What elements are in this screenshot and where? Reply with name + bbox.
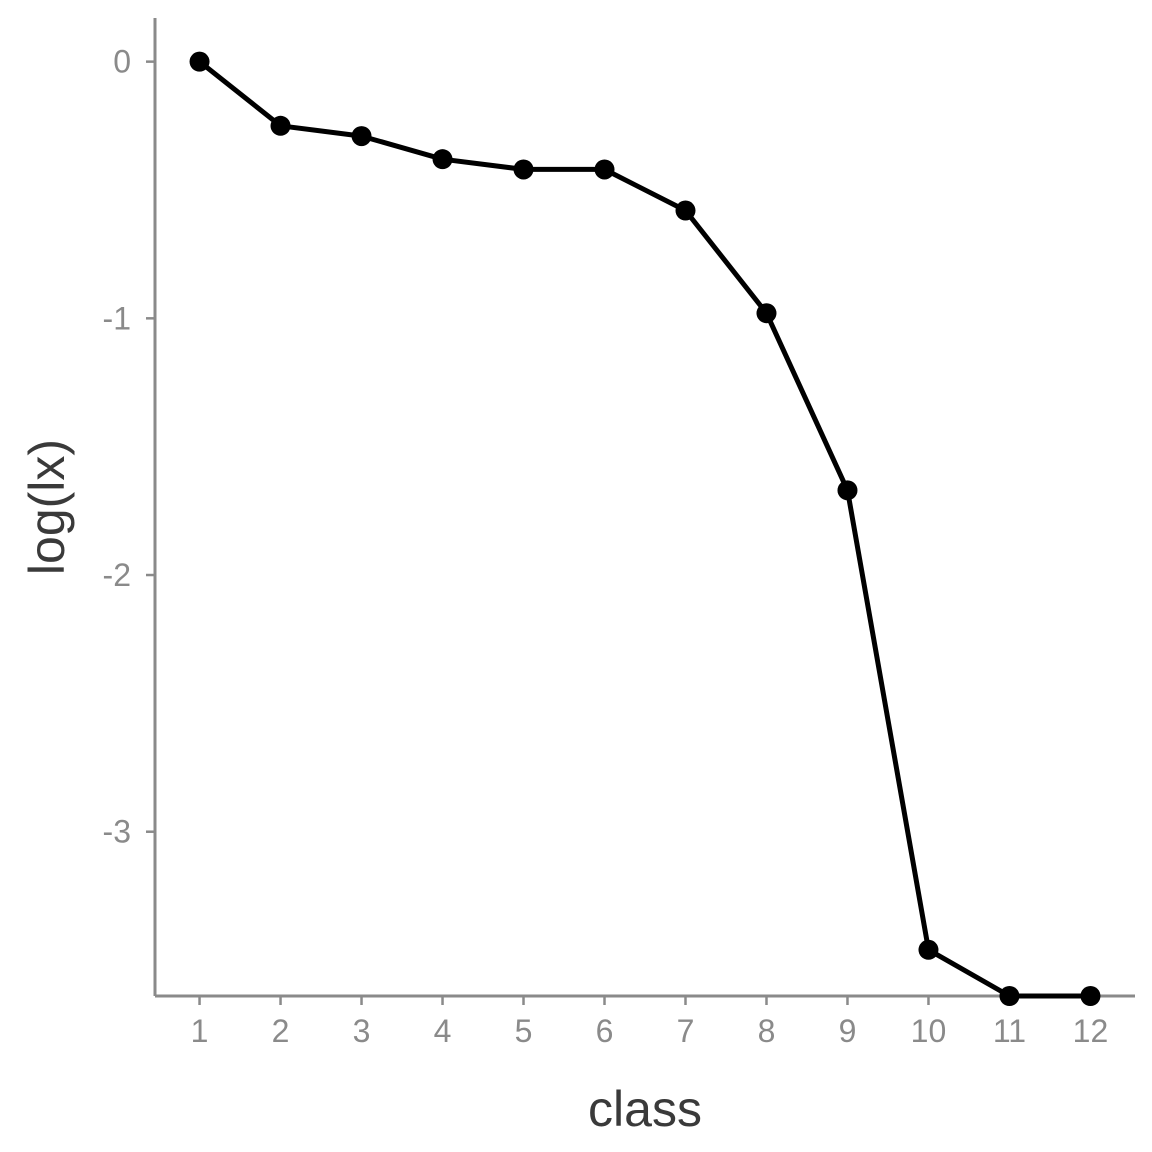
data-point bbox=[432, 149, 453, 170]
x-tick-label: 12 bbox=[1073, 1013, 1109, 1049]
data-point bbox=[675, 200, 696, 221]
x-tick-label: 2 bbox=[272, 1013, 290, 1049]
x-tick-label: 8 bbox=[758, 1013, 776, 1049]
series-line bbox=[197, 59, 1091, 999]
data-point bbox=[1080, 986, 1101, 1006]
x-tick-label: 4 bbox=[434, 1013, 452, 1049]
x-tick-label: 9 bbox=[839, 1013, 857, 1049]
data-point bbox=[513, 159, 534, 180]
data-point bbox=[189, 51, 210, 72]
x-tick-label: 1 bbox=[191, 1013, 209, 1049]
x-axis-ticks: 1 2 3 4 5 6 7 8 9 10 11 12 bbox=[191, 996, 1109, 1049]
y-axis-title: log(lx) bbox=[19, 439, 75, 575]
data-point bbox=[837, 480, 858, 501]
x-tick-label: 7 bbox=[677, 1013, 695, 1049]
x-tick-label: 3 bbox=[353, 1013, 371, 1049]
y-axis-ticks: 0 -1 -2 -3 bbox=[103, 44, 155, 850]
data-point bbox=[270, 115, 291, 136]
data-point bbox=[594, 159, 615, 180]
data-points bbox=[189, 51, 1101, 1006]
x-tick-label: 5 bbox=[515, 1013, 533, 1049]
x-tick-label: 6 bbox=[596, 1013, 614, 1049]
data-point bbox=[999, 986, 1020, 1006]
data-point bbox=[351, 126, 372, 147]
data-point bbox=[756, 303, 777, 324]
y-tick-label: -1 bbox=[103, 300, 131, 336]
y-tick-label: 0 bbox=[113, 44, 131, 80]
x-axis-title: class bbox=[588, 1081, 702, 1137]
y-tick-label: -2 bbox=[103, 557, 131, 593]
y-tick-label: -3 bbox=[103, 814, 131, 850]
x-tick-label: 11 bbox=[993, 1013, 1026, 1049]
x-tick-label: 10 bbox=[911, 1013, 947, 1049]
data-point bbox=[918, 939, 939, 960]
